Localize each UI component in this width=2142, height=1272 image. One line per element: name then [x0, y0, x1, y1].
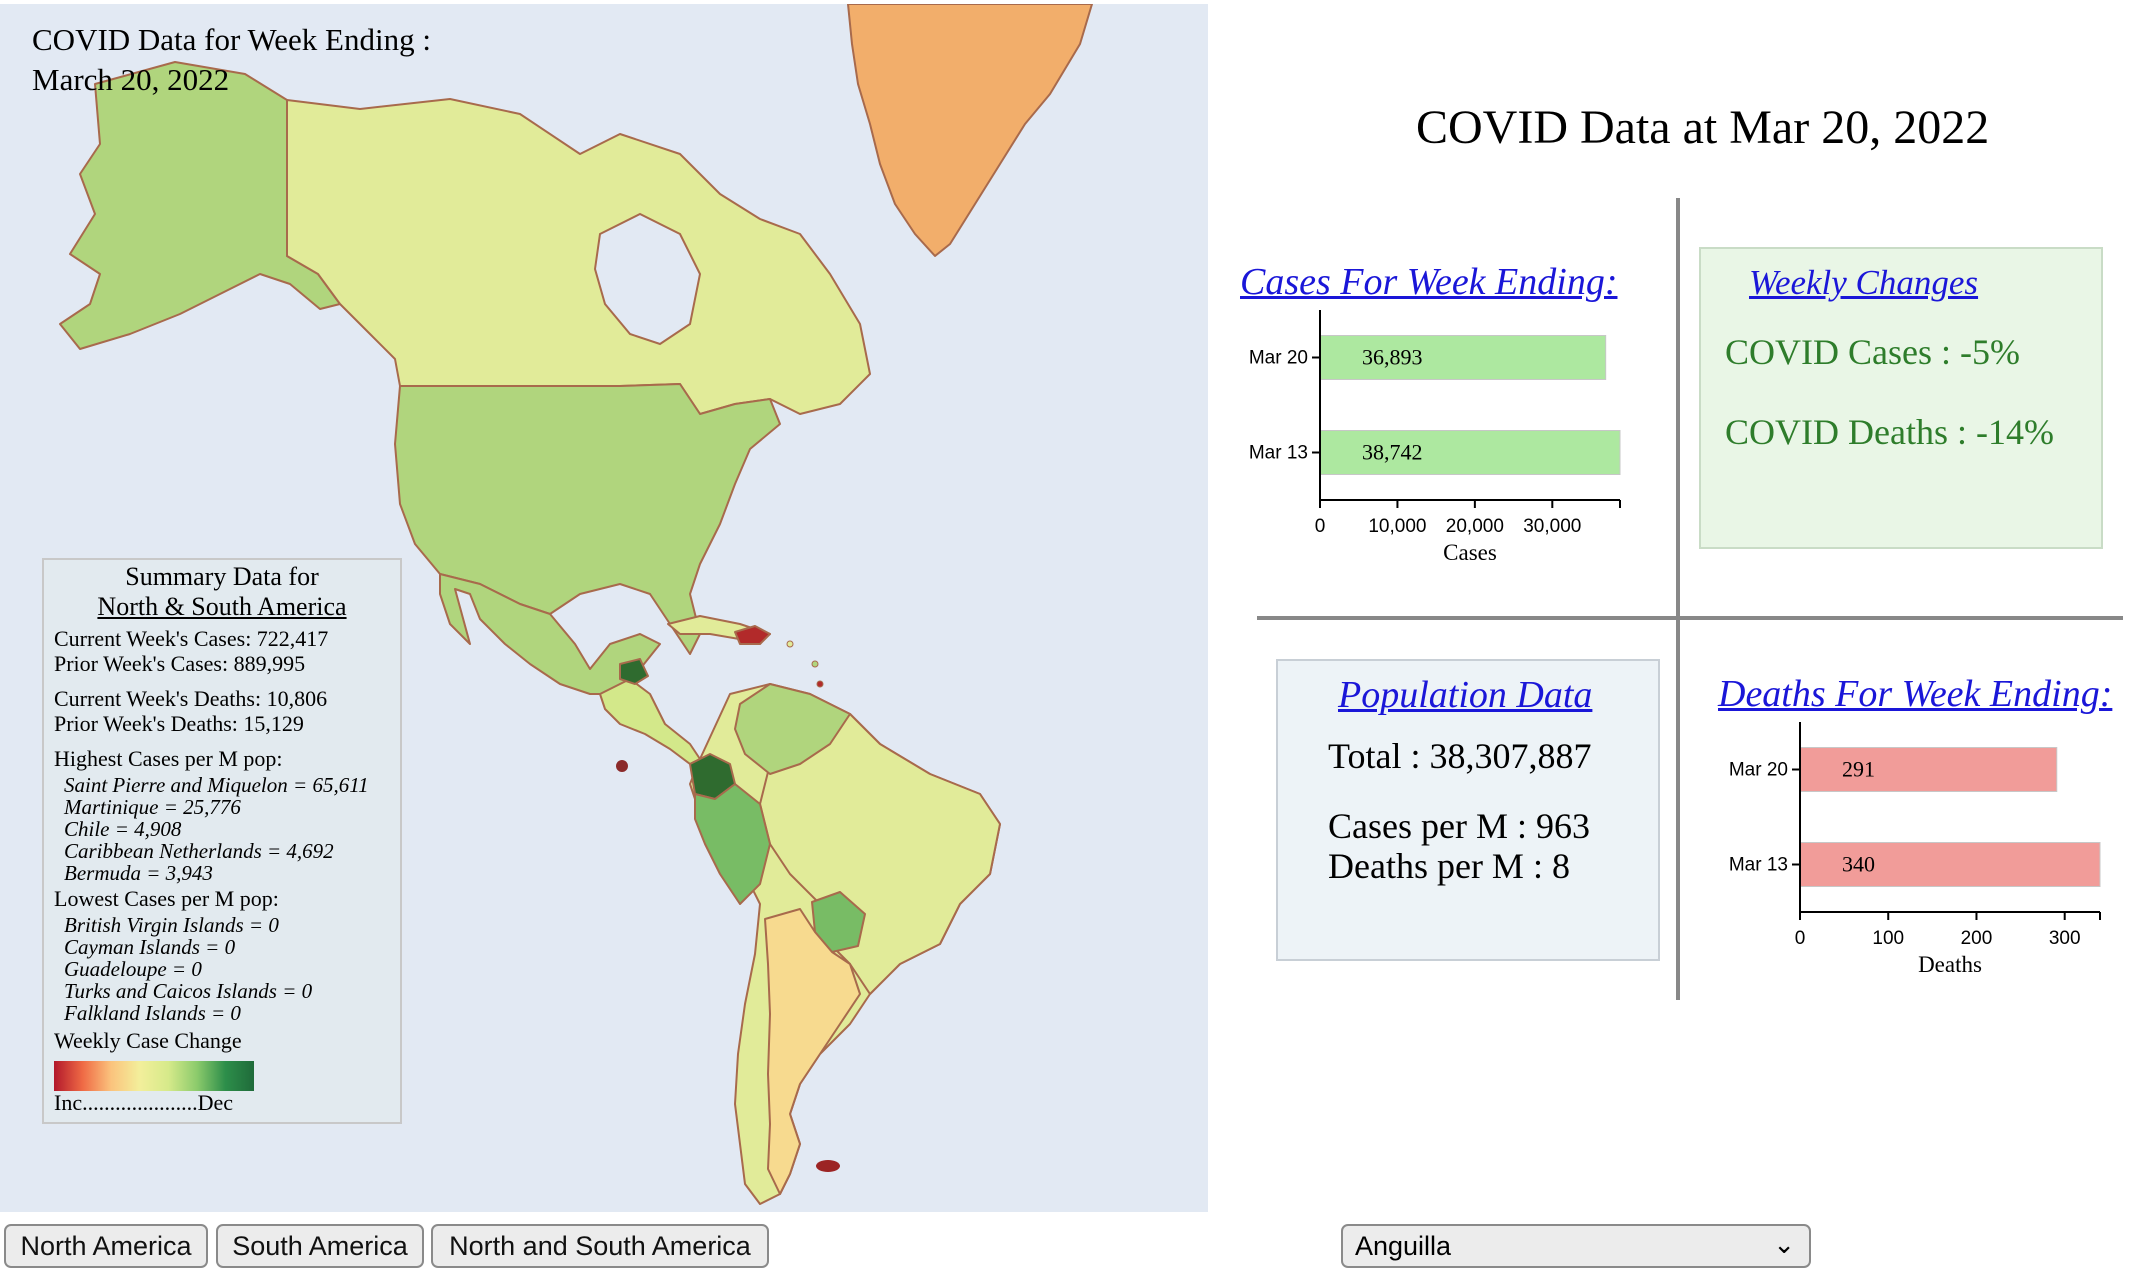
map-canvas[interactable] [0, 4, 1208, 1212]
deaths-bar-value-label: 291 [1842, 757, 1875, 782]
greenland-region[interactable] [847, 4, 1093, 257]
central-america-region[interactable] [599, 678, 701, 765]
cases-x-tick-label: 0 [1315, 516, 1326, 537]
caribbean-island-dot[interactable] [816, 680, 824, 688]
summary-heading: Summary Data for North & South America [44, 562, 400, 622]
galapagos-region[interactable] [616, 760, 628, 772]
hispaniola-region[interactable] [734, 625, 771, 645]
cases-y-tick-label: Mar 20 [1249, 348, 1308, 369]
legend-title: Weekly Case Change [54, 1028, 242, 1053]
lowest-cases-heading: Lowest Cases per M pop: [54, 886, 279, 911]
highest-cases-item: Saint Pierre and Miquelon = 65,611 [64, 773, 369, 797]
deaths-y-tick-label: Mar 13 [1729, 855, 1788, 876]
south-america-button[interactable]: South America [216, 1224, 424, 1268]
highest-cases-item: Caribbean Netherlands = 4,692 [64, 839, 334, 863]
deaths-x-tick-label: 100 [1872, 928, 1904, 949]
current-week-cases: Current Week's Cases: 722,417 [54, 626, 329, 651]
deaths-x-tick-label: 200 [1961, 928, 1993, 949]
summary-heading-line: Summary Data for [125, 562, 319, 591]
country-select-value: Anguilla [1355, 1231, 1452, 1261]
population-panel: Population Data Total : 38,307,887 Cases… [1276, 659, 1660, 961]
weekly-deaths-change: COVID Deaths : -14% [1725, 412, 2054, 452]
highest-cases-item: Chile = 4,908 [64, 817, 182, 841]
caribbean-island-dot[interactable] [811, 660, 819, 668]
vertical-divider [1676, 198, 1680, 1000]
highest-cases-item: Martinique = 25,776 [64, 795, 241, 819]
cases-bar-chart: 36,893 Mar 20 38,742 Mar 13 0 10,000 20,000 30,… [1249, 310, 1621, 565]
canada-region[interactable] [286, 98, 871, 415]
current-week-deaths: Current Week's Deaths: 10,806 [54, 686, 328, 711]
color-legend-bar [54, 1061, 254, 1091]
cases-x-axis-title: Cases [1443, 540, 1497, 565]
population-total: Total : 38,307,887 [1328, 736, 1592, 776]
deaths-x-axis-title: Deaths [1918, 952, 1982, 977]
peru-region[interactable] [694, 783, 771, 905]
prior-week-deaths: Prior Week's Deaths: 15,129 [54, 711, 304, 736]
caribbean-island-dot[interactable] [786, 640, 794, 648]
cases-x-tick-label: 20,000 [1446, 516, 1504, 537]
argentina-region[interactable] [764, 908, 861, 1195]
north-and-south-america-button[interactable]: North and South America [431, 1224, 769, 1268]
guatemala-honduras-region[interactable] [619, 658, 649, 685]
cases-bar [1319, 335, 1607, 380]
lowest-cases-item: Guadeloupe = 0 [64, 957, 202, 981]
colombia-venezuela-region[interactable] [734, 683, 851, 775]
cases-per-million: Cases per M : 963 [1328, 806, 1590, 846]
weekly-changes-link[interactable]: Weekly Changes [1749, 263, 1979, 302]
cases-bar [1319, 430, 1621, 475]
deaths-for-week-link[interactable]: Deaths For Week Ending: [1718, 673, 2113, 715]
cases-x-tick-label: 10,000 [1368, 516, 1426, 537]
cases-for-week-link[interactable]: Cases For Week Ending: [1240, 261, 1618, 303]
highest-cases-heading: Highest Cases per M pop: [54, 746, 283, 771]
population-data-link[interactable]: Population Data [1338, 674, 1593, 716]
cases-bar-value-label: 38,742 [1362, 440, 1423, 465]
map-title-line1: COVID Data for Week Ending : [32, 22, 431, 57]
deaths-y-tick-label: Mar 20 [1729, 760, 1788, 781]
deaths-x-tick-label: 300 [2049, 928, 2081, 949]
weekly-changes-panel: Weekly Changes COVID Cases : -5% COVID D… [1699, 247, 2103, 549]
summary-region-name: North & South America [97, 592, 347, 621]
cases-y-tick-label: Mar 13 [1249, 443, 1308, 464]
legend-scale-label: Inc.....................Dec [54, 1090, 234, 1115]
chevron-down-icon: ⌄ [1773, 1229, 1795, 1259]
deaths-x-tick-label: 0 [1795, 928, 1806, 949]
map-title: COVID Data for Week Ending : March 20, 2… [32, 20, 431, 100]
deaths-bar [1799, 747, 2058, 792]
highest-cases-item: Bermuda = 3,943 [64, 861, 213, 885]
horizontal-divider [1257, 616, 2123, 620]
country-select[interactable]: Anguilla ⌄ [1341, 1224, 1811, 1268]
hudson-bay [593, 212, 702, 346]
weekly-cases-change: COVID Cases : -5% [1725, 332, 2020, 372]
deaths-bar-chart: 291 Mar 20 340 Mar 13 0 100 200 300 Deaths [1729, 722, 2101, 977]
north-america-button[interactable]: North America [4, 1224, 208, 1268]
choropleth-map[interactable]: COVID Data for Week Ending : March 20, 2… [0, 4, 1208, 1212]
lowest-cases-item: British Virgin Islands = 0 [64, 913, 279, 937]
cases-x-tick-label: 30,000 [1523, 516, 1581, 537]
lowest-cases-item: Cayman Islands = 0 [64, 935, 236, 959]
cases-bar-value-label: 36,893 [1362, 345, 1423, 370]
deaths-per-million: Deaths per M : 8 [1328, 846, 1570, 886]
summary-panel: Summary Data for North & South America C… [42, 558, 402, 1124]
falklands-region[interactable] [816, 1160, 840, 1172]
dashboard-title: COVID Data at Mar 20, 2022 [1416, 101, 1990, 154]
lowest-cases-item: Turks and Caicos Islands = 0 [64, 979, 313, 1003]
prior-week-cases: Prior Week's Cases: 889,995 [54, 651, 306, 676]
deaths-bar-value-label: 340 [1842, 852, 1875, 877]
deaths-bar [1799, 842, 2101, 887]
lowest-cases-item: Falkland Islands = 0 [64, 1001, 241, 1025]
map-title-line2: March 20, 2022 [32, 62, 230, 97]
